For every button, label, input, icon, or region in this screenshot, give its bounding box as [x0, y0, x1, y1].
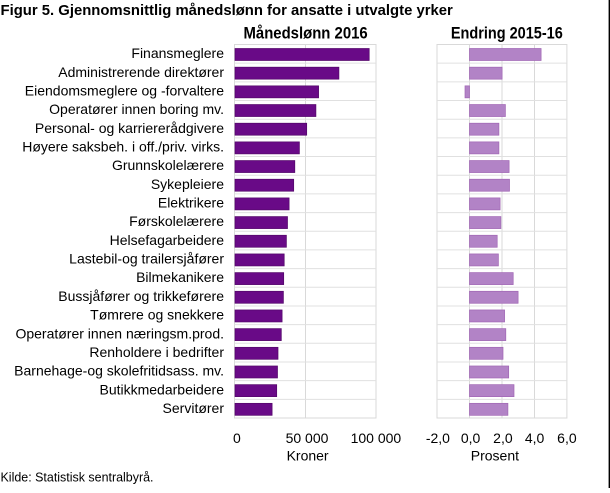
svg-text:0,0: 0,0: [461, 430, 481, 446]
svg-text:Sykepleiere: Sykepleiere: [151, 176, 224, 192]
svg-text:Operatører innen boring mv.: Operatører innen boring mv.: [49, 101, 224, 117]
svg-text:Høyere saksbeh. i off./priv. v: Høyere saksbeh. i off./priv. virks.: [22, 139, 224, 155]
svg-text:50 000: 50 000: [286, 430, 329, 446]
svg-text:Servitører: Servitører: [163, 400, 225, 416]
svg-text:Bilmekanikere: Bilmekanikere: [136, 269, 224, 285]
svg-text:Kroner: Kroner: [287, 448, 329, 464]
svg-text:4,0: 4,0: [525, 430, 545, 446]
svg-text:-2,0: -2,0: [426, 430, 450, 446]
svg-text:Tømrere og snekkere: Tømrere og snekkere: [90, 307, 224, 323]
svg-text:0: 0: [233, 430, 241, 446]
svg-text:100 000: 100 000: [351, 430, 402, 446]
svg-text:Renholdere i bedrifter: Renholdere i bedrifter: [89, 344, 224, 360]
svg-text:Elektrikere: Elektrikere: [158, 195, 224, 211]
svg-text:Barnehage-og skolefritidsass.: Barnehage-og skolefritidsass. mv.: [14, 363, 224, 379]
svg-text:Førskolelærere: Førskolelærere: [129, 213, 224, 229]
svg-text:Prosent: Prosent: [471, 448, 519, 464]
svg-text:Personal- og karriererådgivere: Personal- og karriererådgivere: [35, 120, 224, 136]
svg-text:Operatører innen næringsm.prod: Operatører innen næringsm.prod.: [15, 325, 224, 341]
svg-text:Kilde: Statistisk sentralbyrå.: Kilde: Statistisk sentralbyrå.: [1, 470, 154, 485]
svg-text:Figur 5. Gjennomsnittlig måned: Figur 5. Gjennomsnittlig månedslønn for …: [1, 2, 453, 19]
svg-text:2,0: 2,0: [493, 430, 513, 446]
svg-text:Bussjåfører og trikkeførere: Bussjåfører og trikkeførere: [58, 288, 224, 304]
svg-text:Endring 2015-16: Endring 2015-16: [451, 23, 563, 42]
svg-text:Grunnskolelærere: Grunnskolelærere: [112, 157, 224, 173]
svg-text:Finansmeglere: Finansmeglere: [131, 45, 224, 61]
svg-text:6,0: 6,0: [557, 430, 577, 446]
svg-text:Lastebil-og trailersjåfører: Lastebil-og trailersjåfører: [69, 251, 224, 267]
svg-text:Helsefagarbeidere: Helsefagarbeidere: [110, 232, 225, 248]
svg-text:Månedslønn 2016: Månedslønn 2016: [244, 23, 368, 42]
svg-text:Eiendomsmeglere og -forvaltere: Eiendomsmeglere og -forvaltere: [25, 82, 224, 98]
svg-text:Butikkmedarbeidere: Butikkmedarbeidere: [99, 381, 224, 397]
svg-text:Administrerende direktører: Administrerende direktører: [58, 64, 224, 80]
